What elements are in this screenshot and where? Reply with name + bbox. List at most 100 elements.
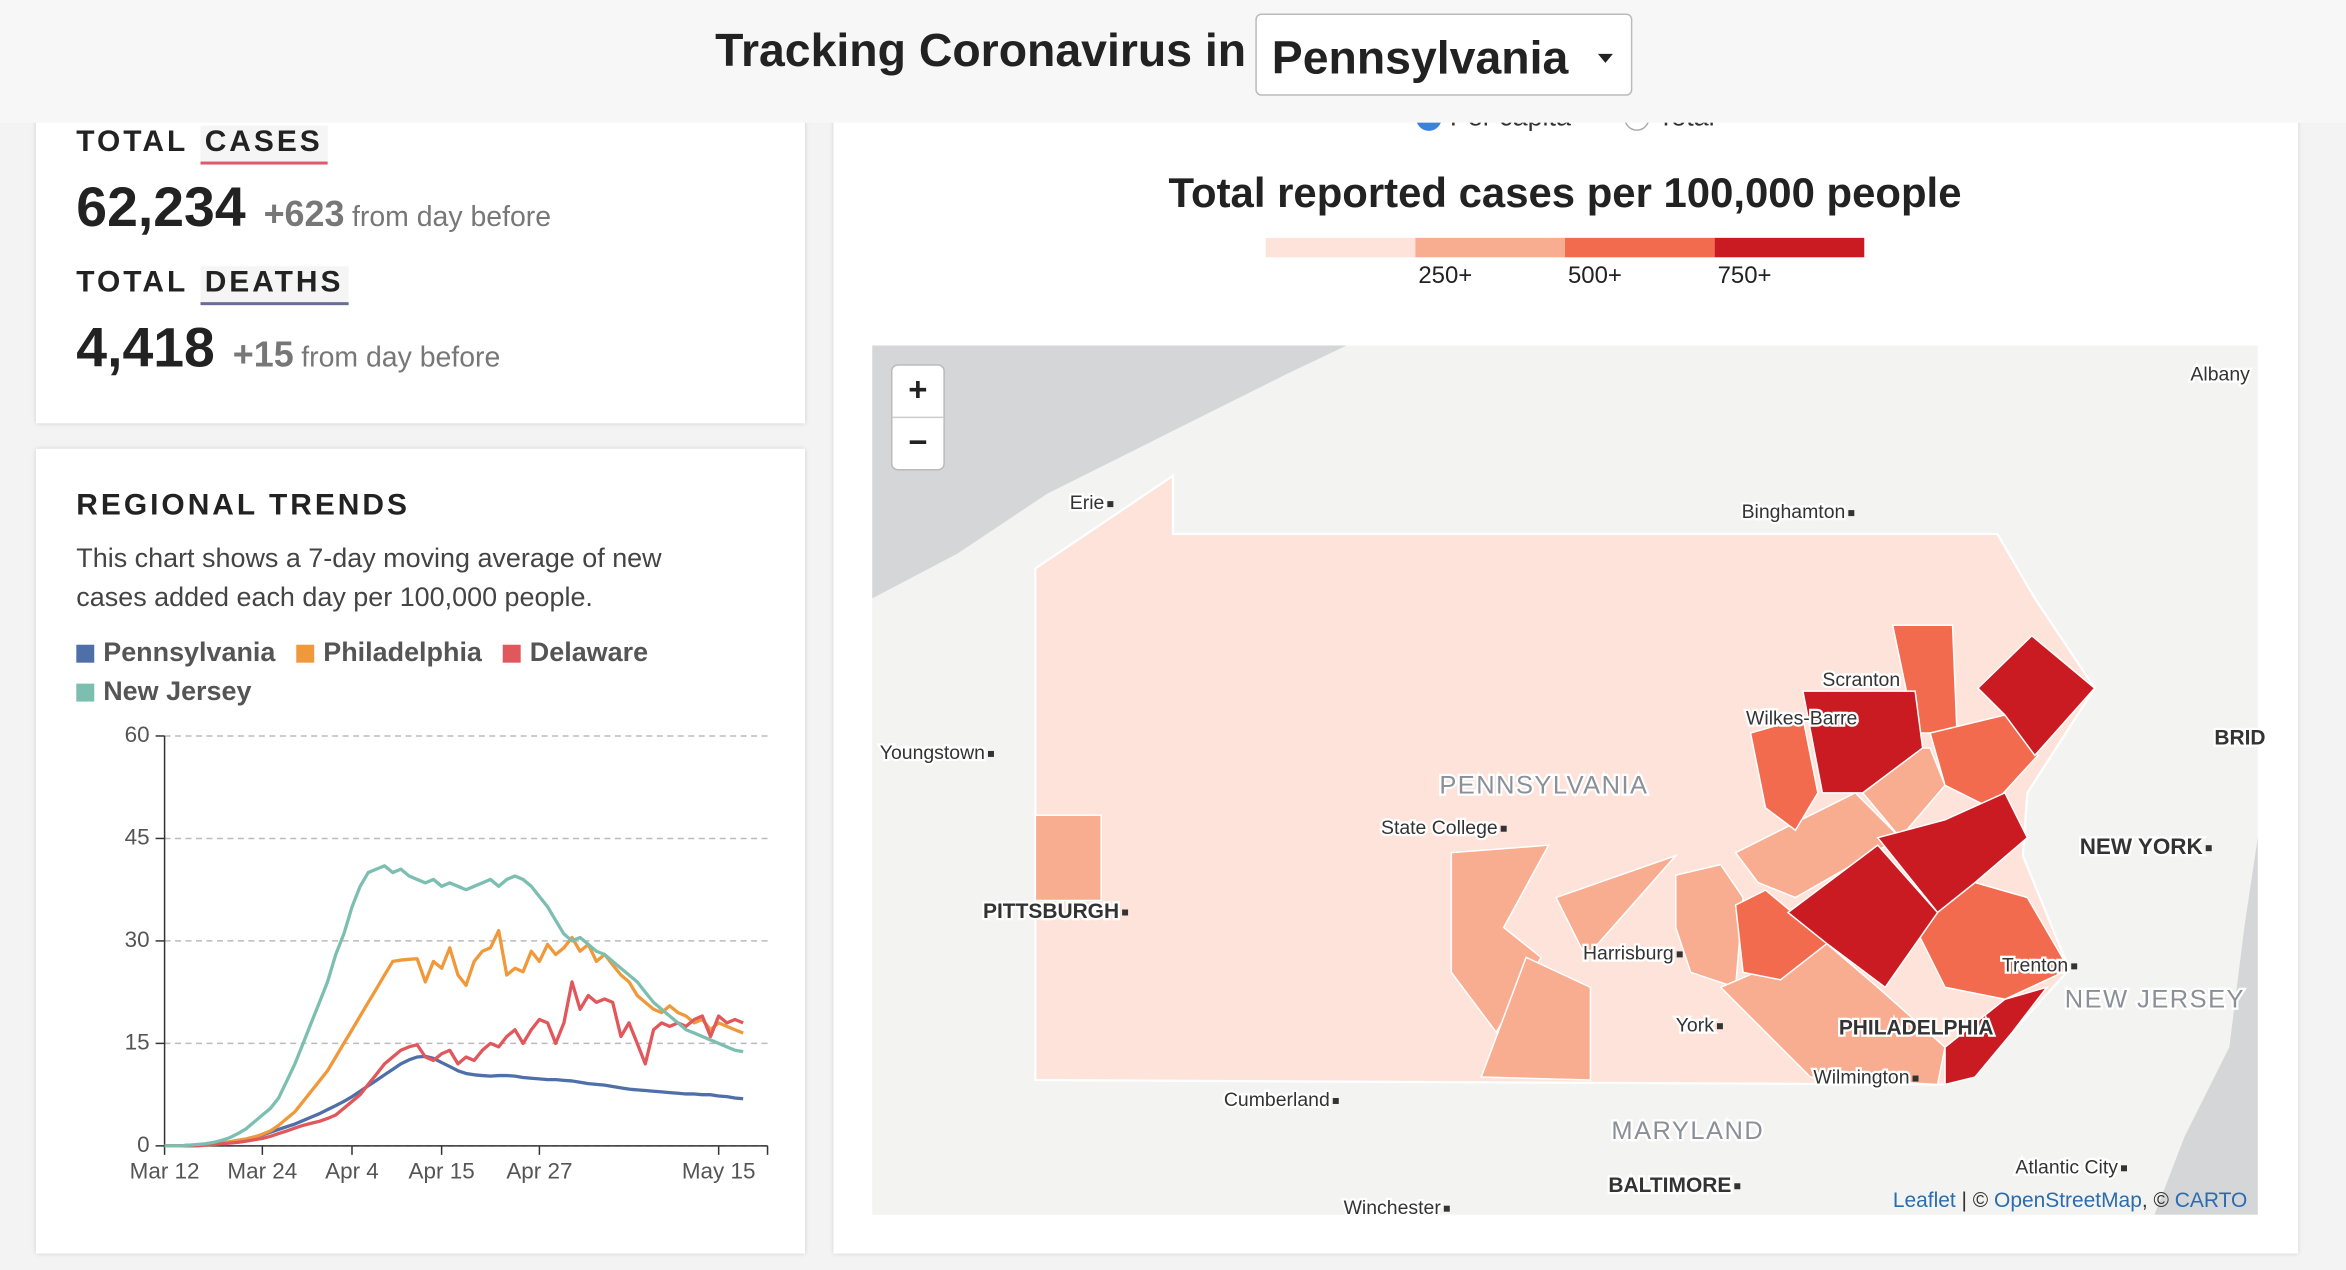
legend-label: New Jersey bbox=[103, 676, 252, 707]
county-shape bbox=[1802, 690, 1924, 794]
y-tick-label: 30 bbox=[125, 927, 150, 952]
stat-number: 4,418 bbox=[76, 317, 215, 379]
map-layer: Per capitaTotalTotal reported cases per … bbox=[872, 101, 2268, 1221]
y-tick-label: 60 bbox=[125, 722, 150, 747]
ocean bbox=[2154, 837, 2258, 1215]
place-label: MARYLAND bbox=[1611, 1117, 1764, 1145]
map-title: Total reported cases per 100,000 people bbox=[1169, 169, 1962, 216]
x-tick-label: Mar 12 bbox=[130, 1159, 200, 1184]
x-tick-label: Apr 4 bbox=[325, 1159, 379, 1184]
legend-label: 500+ bbox=[1568, 262, 1622, 289]
attribution-part[interactable]: CARTO bbox=[2175, 1189, 2248, 1212]
state-select[interactable]: Pennsylvania bbox=[1255, 13, 1633, 96]
place-label: Atlantic City bbox=[2015, 1156, 2118, 1178]
series-line bbox=[164, 980, 744, 1148]
city-dot bbox=[1734, 1183, 1741, 1190]
header: Tracking Coronavirus in Pennsylvania bbox=[0, 0, 2346, 123]
city-dot bbox=[1716, 1023, 1723, 1030]
legend-label: Delaware bbox=[529, 637, 649, 668]
place-label: Wilkes-Barre bbox=[1746, 708, 1857, 730]
city-dot bbox=[2071, 963, 2078, 970]
legend-bin bbox=[1714, 237, 1865, 258]
place-label: Wilmington bbox=[1813, 1067, 1909, 1089]
city-dot bbox=[1443, 1205, 1450, 1212]
legend-swatch bbox=[502, 643, 521, 662]
place-label: BALTIMORE bbox=[1608, 1174, 1731, 1197]
place-label: Scranton bbox=[1822, 669, 1900, 691]
series-line bbox=[164, 1054, 744, 1148]
stat-change: +623 bbox=[263, 194, 345, 235]
trends-card: REGIONAL TRENDS This chart shows a 7-day… bbox=[35, 448, 805, 1254]
caret bbox=[1597, 53, 1613, 63]
place-label: NEW JERSEY bbox=[2065, 985, 2245, 1013]
place-label: NEW YORK bbox=[2080, 834, 2203, 859]
place-label: Erie bbox=[1070, 492, 1105, 514]
stat-change: +15 bbox=[232, 335, 294, 376]
trends-title: REGIONAL TRENDS bbox=[76, 489, 410, 523]
city-dot bbox=[1107, 501, 1114, 508]
attribution-part[interactable]: OpenStreetMap bbox=[1994, 1189, 2142, 1212]
legend-item: Philadelphia bbox=[296, 637, 482, 668]
legend-swatch bbox=[296, 643, 315, 662]
stat-label-text: TOTAL bbox=[76, 266, 189, 300]
place-label: PENNSYLVANIA bbox=[1439, 772, 1648, 800]
city-dot bbox=[1912, 1075, 1919, 1082]
y-tick-label: 15 bbox=[125, 1029, 150, 1054]
place-label: Trenton bbox=[2002, 954, 2068, 976]
place-label: PITTSBURGH bbox=[983, 900, 1119, 923]
zoom-button[interactable]: − bbox=[908, 423, 927, 460]
lake bbox=[872, 345, 1347, 599]
county-shape bbox=[1034, 814, 1102, 902]
legend-swatch bbox=[76, 643, 95, 662]
legend-item: Delaware bbox=[502, 637, 649, 668]
county-shape bbox=[1976, 634, 2096, 757]
place-label: York bbox=[1676, 1014, 1714, 1036]
county-shape bbox=[1786, 844, 1939, 989]
stat-number: 62,234 bbox=[76, 176, 246, 238]
county-shape bbox=[1734, 889, 1830, 981]
county-shape bbox=[1480, 956, 1592, 1081]
place-label: Harrisburg bbox=[1583, 943, 1674, 965]
map-panel: Per capitaTotalTotal reported cases per … bbox=[872, 101, 2268, 1221]
legend: Pennsylvania Philadelphia Delaware New Jers… bbox=[76, 637, 704, 707]
attribution-part[interactable]: Leaflet bbox=[1893, 1189, 1956, 1212]
legend-item: New Jersey bbox=[76, 676, 251, 707]
city-dot bbox=[1122, 909, 1129, 916]
stat-value: 62,234 +623 from day before bbox=[76, 177, 551, 240]
stat-label-highlight: CASES bbox=[200, 125, 328, 165]
place-label: PHILADELPHIA bbox=[1839, 1017, 1994, 1040]
series-line bbox=[164, 864, 744, 1148]
stat-label-highlight: DEATHS bbox=[200, 266, 348, 306]
x-tick-label: Mar 24 bbox=[227, 1159, 297, 1184]
legend-item: Pennsylvania bbox=[76, 637, 275, 668]
city-dot bbox=[1332, 1097, 1339, 1104]
legend-label: 750+ bbox=[1718, 262, 1772, 289]
legend-bin bbox=[1565, 237, 1715, 258]
county-shape bbox=[1944, 985, 2049, 1086]
attribution: Leaflet | © OpenStreetMap, © CARTO bbox=[1893, 1189, 2247, 1212]
place-label: BRID bbox=[2214, 727, 2265, 750]
city-dot bbox=[1676, 951, 1683, 958]
place-label: Cumberland bbox=[1224, 1089, 1330, 1111]
legend-label: Pennsylvania bbox=[103, 637, 276, 668]
trends-description: This chart shows a 7-day moving average … bbox=[76, 543, 662, 612]
city-dot bbox=[1848, 510, 1855, 517]
place-label: Winchester bbox=[1344, 1197, 1442, 1219]
series-line bbox=[164, 928, 744, 1148]
legend-label: Philadelphia bbox=[323, 637, 482, 668]
city-dot bbox=[2205, 845, 2212, 852]
city-dot bbox=[1500, 825, 1507, 832]
legend-bin bbox=[1415, 237, 1566, 258]
attribution-part: , © bbox=[2142, 1189, 2175, 1212]
county-shape bbox=[1929, 714, 2039, 809]
x-tick-label: Apr 15 bbox=[409, 1159, 475, 1184]
place-label: Binghamton bbox=[1742, 501, 1846, 523]
zoom-button[interactable]: + bbox=[908, 371, 927, 408]
map-card: Per capitaTotalTotal reported cases per … bbox=[833, 89, 2299, 1254]
city-dot bbox=[987, 750, 994, 757]
stat-note: from day before bbox=[301, 342, 501, 374]
city-dot bbox=[2121, 1165, 2127, 1172]
y-tick-label: 0 bbox=[137, 1132, 149, 1157]
stat-note: from day before bbox=[351, 201, 552, 234]
